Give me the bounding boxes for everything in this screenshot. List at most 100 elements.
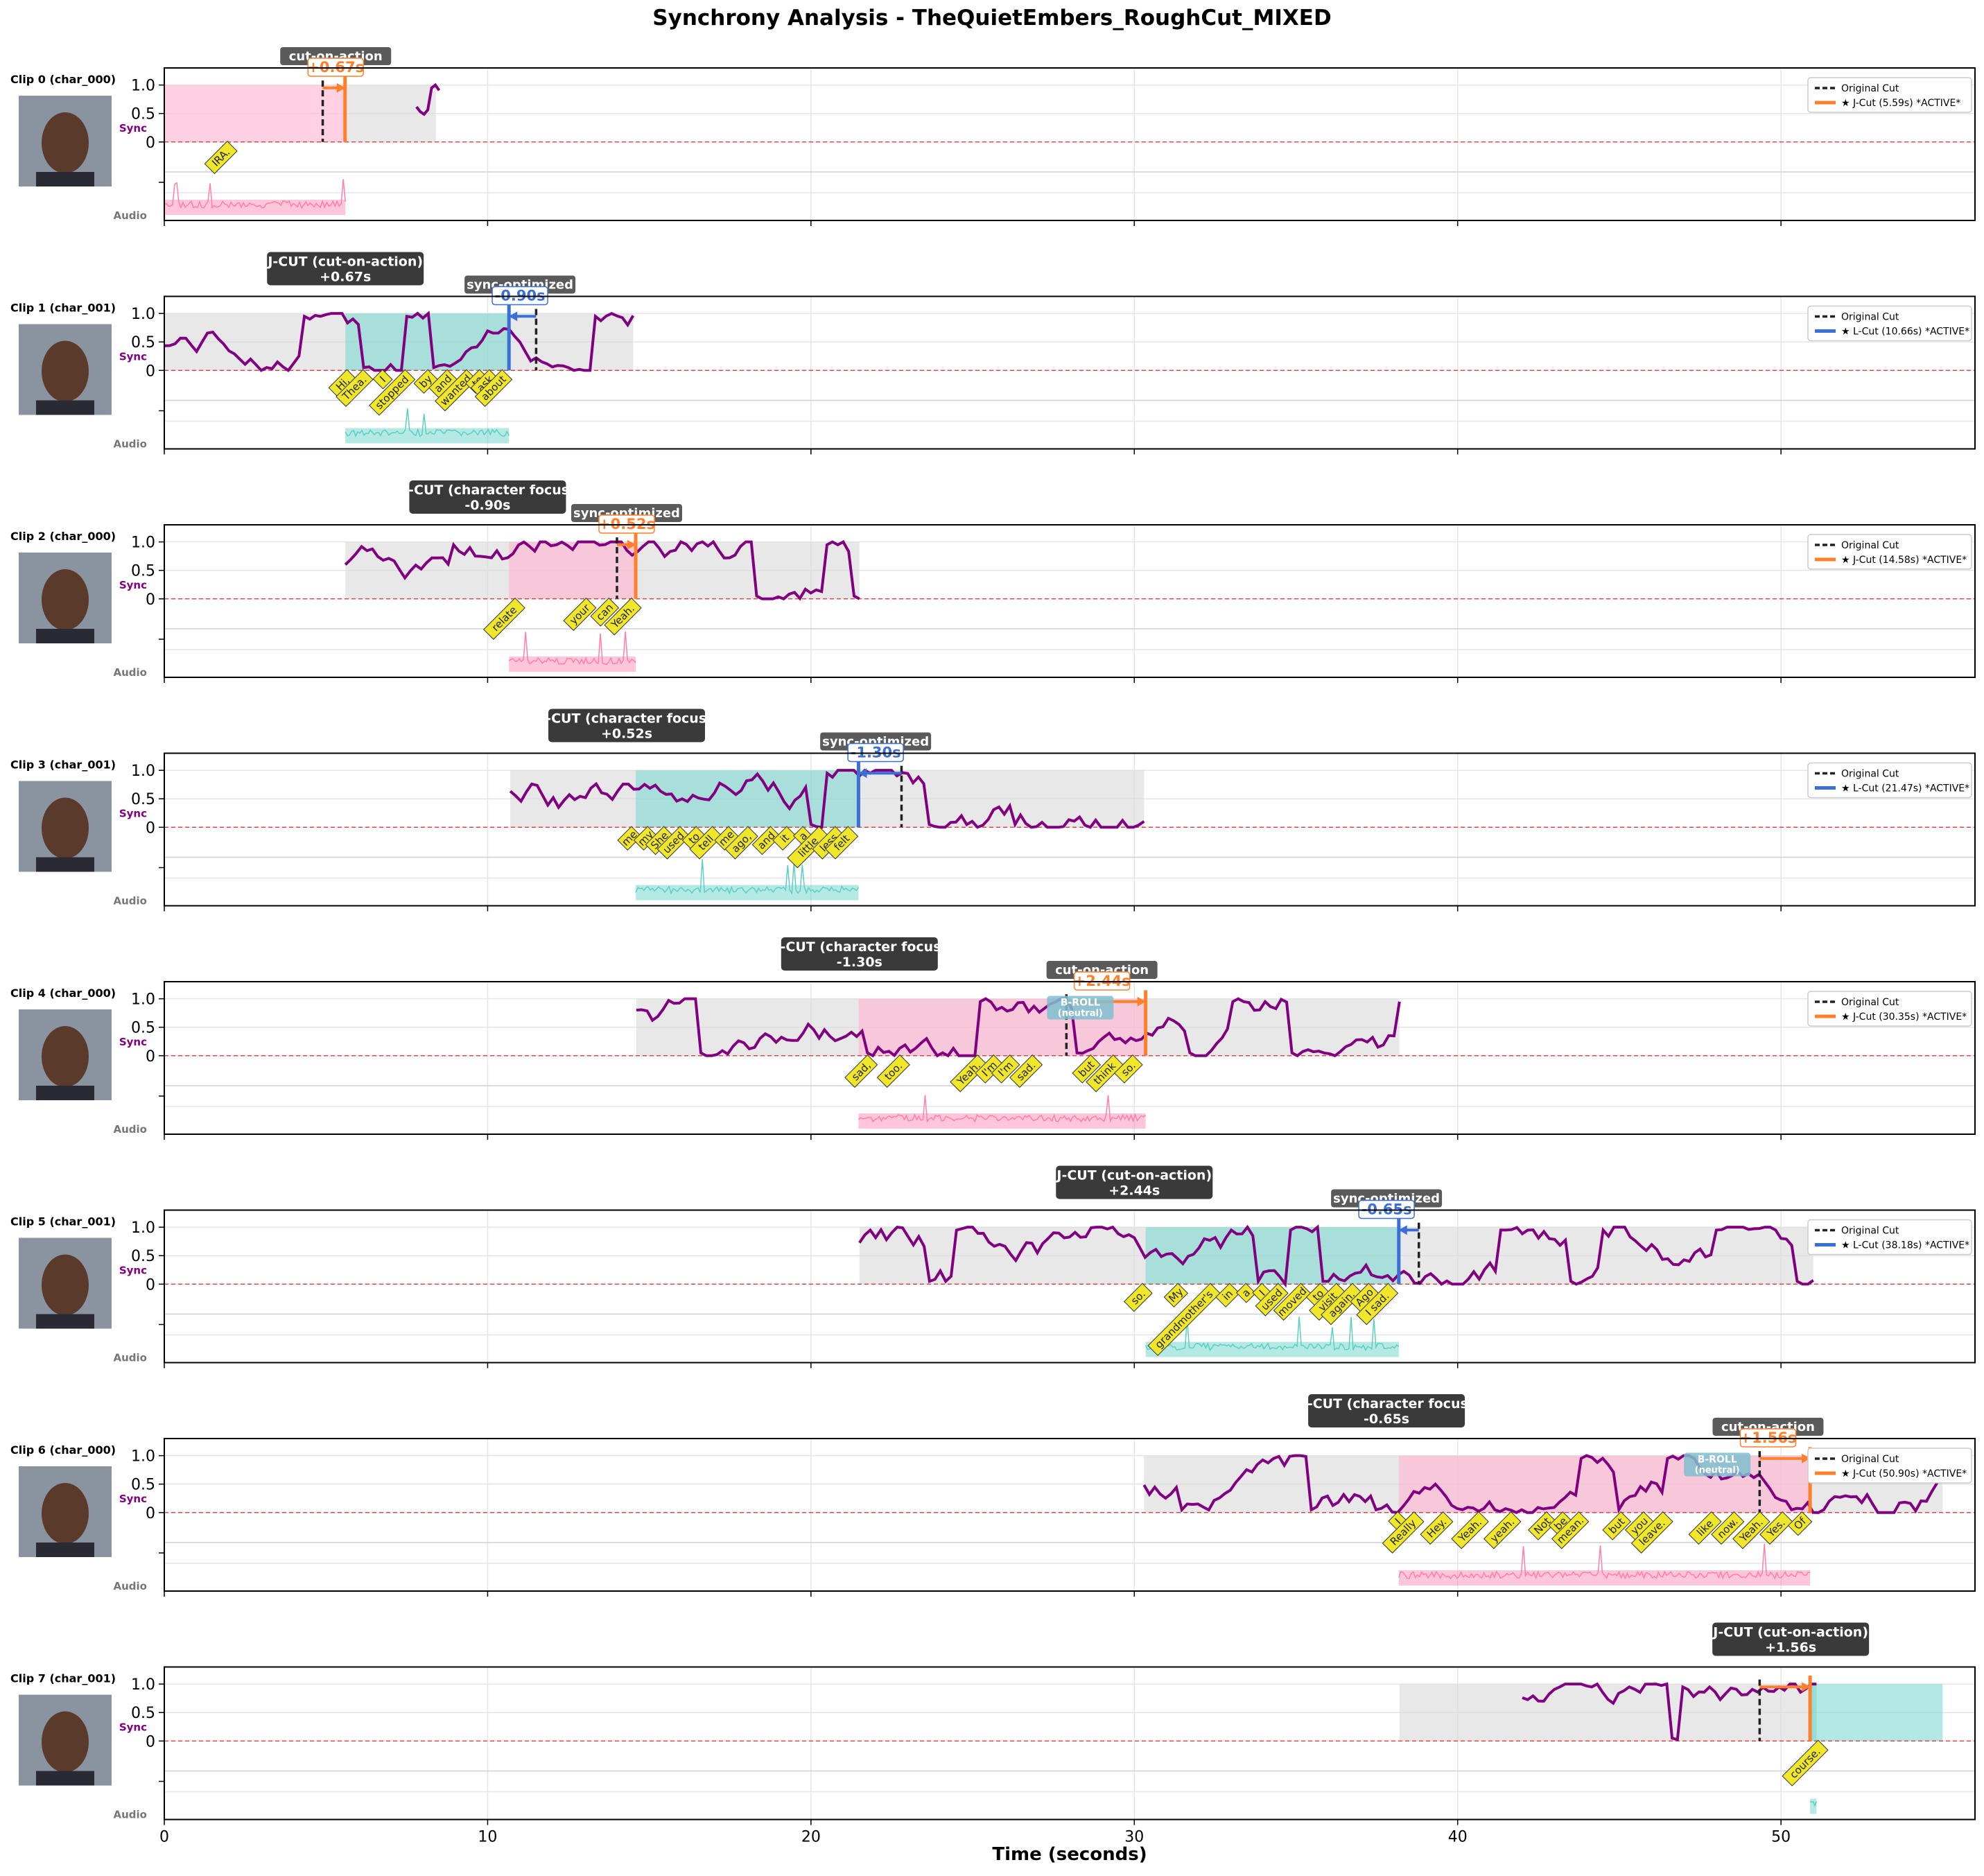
character-face: [42, 1483, 89, 1544]
word-label: relate: [483, 598, 525, 640]
y-tick-label: 0.5: [131, 1705, 155, 1722]
transition-header-offset: +0.52s: [601, 727, 652, 742]
word-label-box: [204, 141, 238, 175]
character-clothing: [36, 172, 94, 186]
word-label-box: [1782, 1739, 1829, 1787]
cut-shift-arrowhead: [1398, 1225, 1407, 1235]
legend-original-label: Original Cut: [1841, 1226, 1899, 1237]
audio-waveform: [858, 1095, 1147, 1123]
broll-sublabel: (neutral): [1695, 1466, 1740, 1476]
word-label: I: [372, 369, 393, 390]
word-label: a: [1235, 1283, 1256, 1303]
audio-band: [858, 1113, 1146, 1129]
panel-frame: [164, 524, 1976, 678]
word-label-box: [751, 826, 781, 856]
word-label-box: [656, 826, 690, 860]
word-label-box: [689, 826, 723, 860]
word-label-box: [617, 826, 642, 851]
word-label: but: [1602, 1511, 1632, 1540]
word-label-box: [604, 598, 642, 636]
audio-band: [1145, 1341, 1399, 1357]
sync-curve: [415, 82, 441, 116]
word-label-box: [435, 369, 477, 412]
word-label-text: course.: [1787, 1745, 1823, 1781]
transition-header-offset: -1.30s: [837, 955, 882, 970]
word-label-box: [1759, 1511, 1793, 1545]
word-label: in: [1215, 1283, 1240, 1308]
word-label-box: [724, 826, 758, 860]
word-label-box: [876, 1054, 910, 1088]
audio-label: Audio: [114, 438, 147, 451]
character-face: [42, 569, 89, 630]
word-label-box: [483, 598, 525, 640]
character-clothing: [36, 1314, 94, 1329]
character-face: [42, 1254, 89, 1316]
word-label: yeah.: [1483, 1511, 1522, 1549]
word-label: sad,: [844, 1054, 878, 1088]
audio-label: Audio: [114, 895, 147, 907]
word-label: it: [772, 826, 797, 851]
y-tick-label: 1.0: [131, 535, 155, 552]
cut-shift-arrowhead: [858, 768, 867, 779]
sync-label: Sync: [119, 1036, 147, 1048]
audio-waveform: [1145, 1317, 1400, 1352]
legend-original-label: Original Cut: [1841, 540, 1899, 551]
character-clothing: [36, 629, 94, 643]
audio-region-highlight: [1810, 1684, 1943, 1742]
word-label-box: [1551, 1511, 1590, 1549]
clip-label: Clip 7 (char_001): [10, 1672, 116, 1685]
sync-label: Sync: [119, 122, 147, 134]
broll-sublabel: (neutral): [1058, 1009, 1103, 1019]
y-tick-label: 0: [146, 134, 155, 152]
panel-frame: [164, 295, 1976, 450]
clip-label: Clip 5 (char_001): [10, 1215, 116, 1228]
word-label: Hey.: [1420, 1511, 1454, 1545]
word-label: IRA.: [204, 141, 238, 175]
transition-header-badge: [1308, 1394, 1465, 1427]
audio-region-highlight: [164, 85, 346, 142]
word-label-box: [1732, 1511, 1770, 1549]
legend-cut-label: ★ L-Cut (21.47s) *ACTIVE*: [1841, 783, 1969, 794]
word-label-box: [991, 1054, 1020, 1084]
x-tick-label: 10: [478, 1829, 497, 1846]
word-label-box: [1528, 1511, 1557, 1540]
cut-shift-arrowhead: [1802, 1682, 1811, 1692]
clip-label: Clip 4 (char_000): [10, 987, 116, 1000]
transition-header-offset: +0.67s: [320, 270, 371, 285]
y-tick-label: 1.0: [131, 763, 155, 780]
audio-waveform: [1398, 1544, 1811, 1580]
transition-header-badge: [548, 709, 705, 742]
y-tick-label: 1.0: [131, 78, 155, 95]
y-tick-label: 0: [146, 1733, 155, 1751]
x-tick-label: 30: [1124, 1829, 1144, 1846]
word-label: course.: [1782, 1739, 1829, 1787]
cut-shift-arrowhead: [627, 539, 636, 550]
transition-header-offset: -0.65s: [1364, 1412, 1409, 1427]
x-tick-label: 0: [159, 1829, 169, 1846]
word-label-box: [950, 1054, 988, 1093]
word-label-box: [563, 598, 597, 632]
word-label-box: [844, 1054, 878, 1088]
transition-header-type: L-CUT (character focus): [772, 939, 947, 955]
word-label-box: [1215, 1283, 1240, 1308]
audio-band: [1810, 1798, 1817, 1814]
audio-label: Audio: [114, 1809, 147, 1821]
sync-label: Sync: [119, 1265, 147, 1277]
y-tick-label: 0: [146, 591, 155, 609]
transition-header-badge: [1712, 1622, 1870, 1656]
character-face: [42, 340, 89, 402]
panel-frame: [164, 981, 1976, 1135]
word-label-box: [1273, 1283, 1312, 1321]
broll-badge: [1047, 996, 1114, 1020]
legend-original-label: Original Cut: [1841, 83, 1899, 94]
audio-region-highlight: [345, 313, 510, 371]
clip-label: Clip 6 (char_000): [10, 1443, 116, 1457]
y-tick-label: 0: [146, 363, 155, 380]
word-label-box: [1072, 1054, 1102, 1084]
cut-shift-arrowhead: [336, 82, 345, 93]
word-label-box: [1255, 1283, 1289, 1317]
y-tick-label: 0.5: [131, 563, 155, 580]
legend-box: [1807, 991, 1972, 1027]
character-clothing: [36, 1086, 94, 1100]
